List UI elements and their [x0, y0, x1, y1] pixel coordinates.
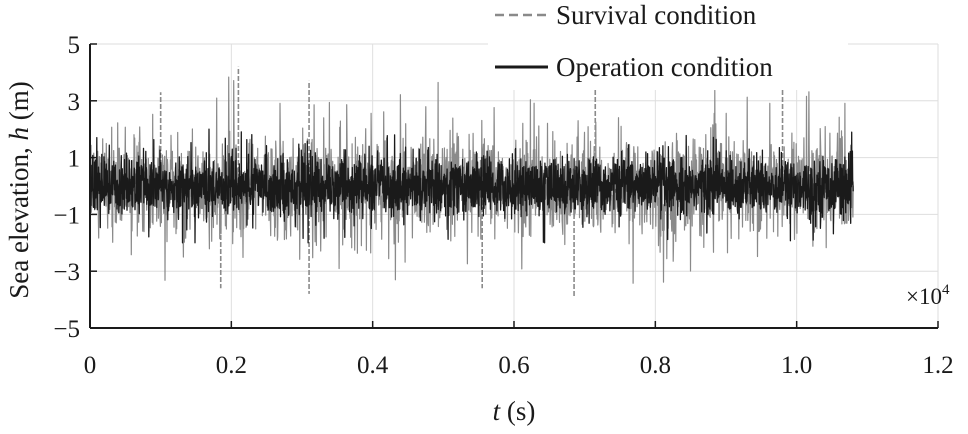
x-axis-label: t (s)	[493, 396, 536, 426]
x-tick-label: 0.6	[498, 352, 529, 379]
series-line	[89, 128, 854, 244]
legend-label-operation: Operation condition	[556, 52, 773, 82]
x-axis-label-variable: t	[493, 396, 502, 426]
y-tick-label: 1	[68, 146, 81, 173]
x-ticks: 0 0.2 0.4 0.6 0.8 1.0 1.2	[84, 321, 954, 379]
y-tick-label: 5	[68, 32, 81, 59]
y-axis-label-variable: h	[4, 127, 34, 141]
series-operation-condition	[89, 128, 854, 244]
x-multiplier-base: ×10	[906, 284, 942, 309]
y-tick-label: −5	[53, 316, 80, 343]
legend: Survival condition Operation condition	[488, 0, 848, 90]
y-tick-label: −1	[53, 202, 80, 229]
x-multiplier-exponent: 4	[942, 282, 950, 298]
x-axis-label-unit: (s)	[500, 396, 535, 426]
x-axis-multiplier: ×104	[906, 282, 950, 309]
legend-background	[488, 0, 848, 90]
x-tick-label: 0	[84, 352, 97, 379]
x-tick-label: 0.4	[357, 352, 389, 379]
x-tick-label: 1.2	[922, 352, 953, 379]
x-tick-label: 1.0	[781, 352, 812, 379]
y-axis-label: Sea elevation, h (m)	[4, 81, 34, 298]
y-tick-label: 3	[68, 89, 81, 116]
y-ticks: 5 3 1 −1 −3 −5	[53, 32, 97, 343]
legend-label-survival: Survival condition	[556, 0, 757, 30]
x-tick-label: 0.2	[216, 352, 247, 379]
y-axis-label-unit: (m)	[4, 81, 34, 127]
x-tick-label: 0.8	[640, 352, 671, 379]
y-axis-label-prefix: Sea elevation,	[4, 141, 34, 299]
y-tick-label: −3	[53, 259, 80, 286]
